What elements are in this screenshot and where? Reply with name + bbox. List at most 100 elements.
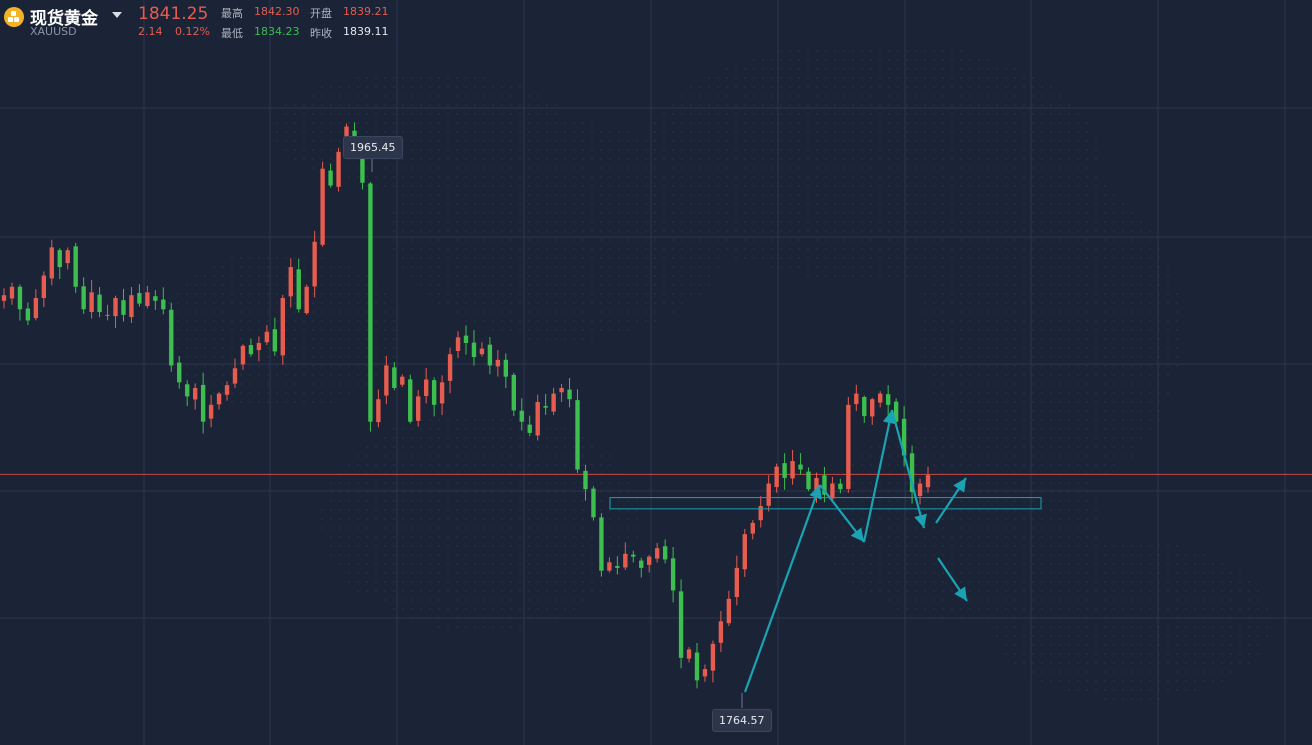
candle-body	[647, 556, 652, 565]
high-label: 最高	[221, 7, 243, 20]
candle-body	[161, 299, 166, 310]
low-label: 最低	[221, 27, 243, 40]
instrument-name[interactable]: 现货黄金	[30, 9, 98, 29]
candle-body	[288, 267, 293, 297]
candle-body	[368, 183, 373, 422]
candle-body	[264, 331, 270, 343]
quote-header: 现货黄金 XAUUSD 1841.25 2.14 0.12% 最高 1842.3…	[0, 0, 420, 44]
candle-body	[73, 246, 78, 287]
candle-body	[479, 348, 485, 355]
candle-body	[169, 309, 174, 366]
candle-body	[495, 359, 501, 367]
candle-body	[846, 404, 851, 489]
candle-body	[838, 483, 843, 490]
candle-body	[662, 546, 668, 560]
candles	[1, 122, 931, 689]
candle-body	[224, 385, 230, 395]
candle-body	[623, 553, 628, 568]
candle-body	[312, 241, 317, 287]
candle-body	[583, 470, 588, 490]
candle-body	[17, 286, 23, 310]
candle-body	[280, 298, 285, 356]
candle-body	[200, 384, 206, 422]
candle-body	[591, 488, 596, 518]
candle-body	[742, 534, 747, 570]
trend-arrow-3	[862, 409, 896, 543]
candle-body	[272, 329, 278, 352]
prev-close-label: 昨收	[310, 27, 332, 40]
candle-body	[352, 130, 357, 141]
price-change: 2.14	[138, 25, 163, 38]
candle-body	[670, 558, 676, 591]
candle-body	[33, 298, 39, 319]
candle-body	[893, 401, 899, 422]
candle-body	[806, 471, 811, 490]
candle-body	[216, 393, 222, 405]
candle-body	[463, 335, 469, 343]
candle-body	[885, 394, 891, 405]
candle-body	[631, 554, 636, 557]
chevron-down-icon[interactable]	[112, 12, 122, 18]
candle-body	[909, 453, 915, 492]
candle-body	[718, 621, 724, 643]
candle-body	[503, 359, 509, 377]
candle-body	[57, 250, 62, 268]
candle-body	[535, 402, 540, 436]
instrument-symbol: XAUUSD	[30, 25, 77, 38]
trend-arrow-1	[743, 484, 822, 693]
candle-body	[185, 384, 190, 397]
candle-body	[527, 424, 532, 433]
candle-body	[89, 292, 94, 313]
candle-body	[145, 292, 150, 306]
candle-body	[256, 342, 262, 351]
candle-body	[384, 365, 389, 396]
candle-body	[328, 170, 333, 186]
candle-body	[575, 400, 580, 470]
candle-body	[702, 669, 708, 677]
candle-body	[758, 506, 763, 521]
candle-body	[862, 397, 867, 417]
candle-body	[423, 379, 429, 397]
low-value: 1834.23	[254, 25, 300, 38]
candle-body	[81, 286, 86, 310]
candle-body	[639, 560, 644, 568]
candle-body	[830, 483, 835, 499]
candle-body	[360, 141, 365, 183]
candle-body	[1, 295, 7, 301]
candle-body	[925, 475, 931, 488]
gold-bars-icon	[4, 7, 24, 27]
candle-body	[607, 562, 612, 571]
candle-body	[129, 295, 134, 318]
prev-close-value: 1839.11	[343, 25, 389, 38]
candle-body	[901, 418, 907, 456]
max-price-label: 1965.45	[343, 136, 403, 159]
candle-body	[439, 382, 445, 404]
candle-body	[766, 483, 771, 506]
trend-arrow-4	[890, 409, 927, 529]
candle-body	[567, 389, 572, 400]
candle-body	[447, 354, 453, 381]
candle-body	[336, 151, 341, 187]
candle-body	[798, 464, 803, 470]
candle-body	[790, 461, 795, 479]
candle-body	[153, 296, 158, 301]
min-price-label: 1764.57	[712, 709, 772, 732]
high-value: 1842.30	[254, 5, 300, 18]
candle-body	[734, 567, 740, 598]
candle-body	[471, 342, 477, 358]
candle-body	[408, 379, 413, 422]
support-zone-box	[609, 497, 1042, 510]
candle-body	[25, 308, 31, 321]
candle-body	[137, 293, 142, 304]
candle-body	[782, 463, 787, 478]
price-change-percent: 0.12%	[175, 25, 210, 38]
candle-body	[678, 591, 684, 658]
candle-body	[917, 483, 923, 497]
open-value: 1839.21	[343, 5, 389, 18]
candle-body	[750, 522, 755, 534]
candle-body	[392, 367, 397, 388]
last-price: 1841.25	[138, 4, 209, 24]
candle-body	[192, 387, 198, 400]
